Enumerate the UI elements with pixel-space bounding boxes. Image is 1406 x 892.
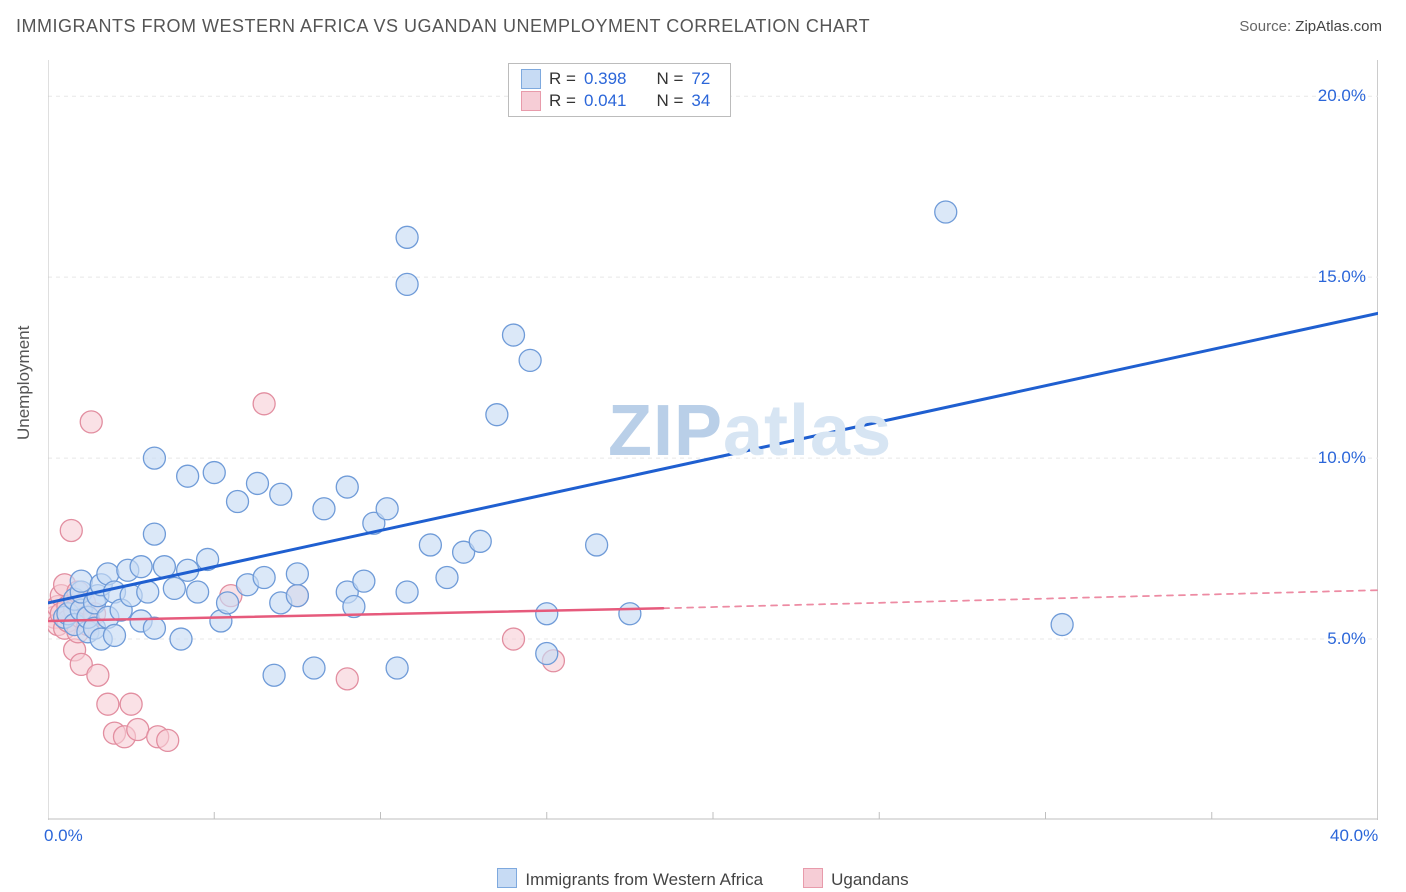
n-label: N =: [656, 91, 683, 111]
x-tick-label: 0.0%: [44, 826, 83, 846]
legend-item: Ugandans: [803, 868, 909, 890]
y-axis-label: Unemployment: [14, 326, 34, 440]
legend-label: Ugandans: [831, 870, 909, 889]
source-attribution: Source: ZipAtlas.com: [1239, 18, 1382, 35]
r-label: R =: [549, 69, 576, 89]
r-value: 0.398: [584, 69, 627, 89]
y-tick-label: 10.0%: [1318, 448, 1366, 468]
r-label: R =: [549, 91, 576, 111]
legend-swatch: [803, 868, 823, 888]
chart-svg: [48, 60, 1378, 820]
legend-swatch: [521, 69, 541, 89]
chart-plot-area: R =0.398N =72R =0.041N =34 ZIPatlas: [48, 60, 1378, 820]
y-tick-label: 20.0%: [1318, 86, 1366, 106]
y-tick-label: 5.0%: [1327, 629, 1366, 649]
source-label: Source:: [1239, 18, 1295, 35]
legend-swatch: [497, 868, 517, 888]
series-legend: Immigrants from Western Africa Ugandans: [0, 868, 1406, 890]
legend-swatch: [521, 91, 541, 111]
legend-row: R = 0.398 N = 72: [509, 68, 730, 90]
n-value: 72: [691, 69, 710, 89]
source-value: ZipAtlas.com: [1295, 18, 1382, 35]
n-value: 34: [691, 91, 710, 111]
legend-label: Immigrants from Western Africa: [525, 870, 763, 889]
y-tick-label: 15.0%: [1318, 267, 1366, 287]
n-label: N =: [656, 69, 683, 89]
chart-title: IMMIGRANTS FROM WESTERN AFRICA VS UGANDA…: [16, 16, 870, 37]
r-value: 0.041: [584, 91, 627, 111]
legend-row: R = 0.041 N = 34: [509, 90, 730, 112]
x-tick-label: 40.0%: [1330, 826, 1378, 846]
legend-item: Immigrants from Western Africa: [497, 868, 763, 890]
correlation-legend-box: R = 0.398 N = 72 R = 0.041 N = 34: [508, 63, 731, 117]
